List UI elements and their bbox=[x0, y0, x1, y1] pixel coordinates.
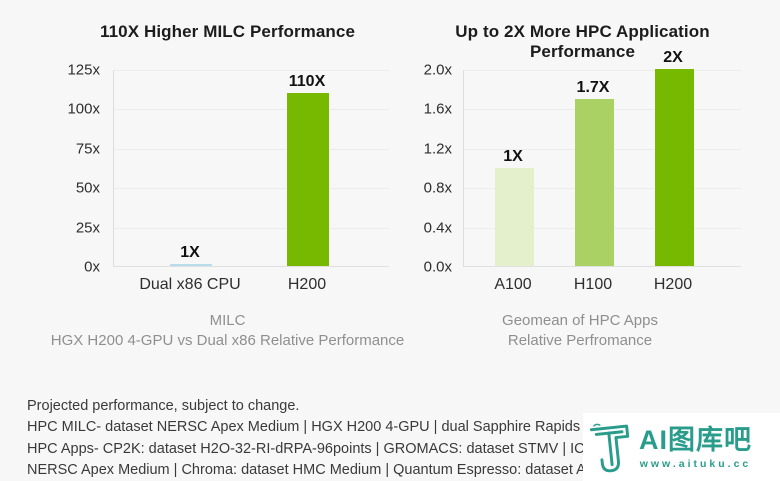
watermark-logo-icon bbox=[589, 423, 630, 473]
footnote-text: Projected performance, subject to change… bbox=[27, 396, 631, 481]
left-chart-caption: MILC HGX H200 4-GPU vs Dual x86 Relative… bbox=[30, 311, 425, 351]
left-chart-title: 110X Higher MILC Performance bbox=[99, 22, 356, 41]
y-tick-label: 1.6x bbox=[423, 100, 452, 118]
right-chart-caption: Geomean of HPC Apps Relative Perfromance bbox=[420, 311, 740, 351]
bar-value-label: 110X bbox=[288, 72, 326, 90]
x-tick-label-h200: H200 bbox=[653, 276, 693, 293]
x-tick-label-dual-x86-cpu: Dual x86 CPU bbox=[139, 276, 241, 293]
watermark-brand-text: AI图库吧 bbox=[639, 424, 752, 455]
footnote-line-1: Projected performance, subject to change… bbox=[27, 398, 300, 414]
y-tick-label: 50x bbox=[75, 179, 100, 197]
x-axis-baseline bbox=[464, 266, 741, 267]
footnote-line-3: HPC Apps- CP2K: dataset H2O-32-RI-dRPA-9… bbox=[27, 440, 631, 457]
bar-value-label: 1.7X bbox=[576, 78, 610, 96]
watermark-url: www.aituku.cc bbox=[639, 457, 752, 470]
y-tick-label: 75x bbox=[75, 140, 100, 158]
left-caption-line2: HGX H200 4-GPU vs Dual x86 Relative Perf… bbox=[50, 332, 405, 349]
gridline bbox=[114, 227, 389, 229]
x-axis-baseline bbox=[114, 266, 389, 267]
y-tick-label: 25x bbox=[75, 219, 100, 237]
gridline bbox=[114, 109, 389, 111]
right-caption-line1: Geomean of HPC Apps bbox=[502, 312, 658, 329]
y-tick-label: 0.4x bbox=[423, 219, 452, 237]
x-tick-label-h100: H100 bbox=[573, 276, 613, 293]
bar-h200 bbox=[654, 69, 694, 266]
y-tick-label: 0.0x bbox=[423, 258, 452, 276]
bar-value-label: 2X bbox=[663, 49, 683, 66]
right-chart-title: Up to 2X More HPC Application Performanc… bbox=[455, 22, 710, 61]
bar-h100 bbox=[574, 98, 614, 266]
y-tick-label: 2.0x bbox=[423, 61, 452, 79]
bar-value-label: 1X bbox=[180, 244, 200, 261]
gridline bbox=[464, 70, 741, 71]
left-chart-plot-area bbox=[113, 70, 389, 267]
gridline bbox=[114, 188, 389, 190]
x-tick-label-h200: H200 bbox=[287, 276, 327, 293]
gridline bbox=[114, 70, 389, 71]
bar-value-label: 1X bbox=[503, 147, 523, 165]
right-chart-plot-area bbox=[463, 69, 741, 267]
y-tick-label: 1.2x bbox=[423, 140, 452, 158]
y-tick-label: 100x bbox=[67, 100, 100, 118]
right-caption-line2: Relative Perfromance bbox=[507, 332, 653, 349]
left-caption-line1: MILC bbox=[209, 312, 246, 329]
gridline bbox=[114, 148, 389, 150]
x-tick-label-a100: A100 bbox=[494, 276, 532, 293]
y-tick-label: 125x bbox=[67, 61, 100, 79]
bar-h200 bbox=[287, 92, 329, 266]
footnote-line-2: HPC MILC- dataset NERSC Apex Medium | HG… bbox=[27, 419, 617, 436]
footnote-line-4: NERSC Apex Medium | Chroma: dataset HMC … bbox=[27, 461, 627, 478]
y-tick-label: 0.8x bbox=[423, 179, 452, 197]
bar-a100 bbox=[494, 167, 534, 266]
y-tick-label: 0x bbox=[84, 258, 100, 276]
watermark: AI图库吧 www.aituku.cc bbox=[583, 413, 780, 481]
bar-dual-x86-cpu bbox=[170, 264, 212, 266]
